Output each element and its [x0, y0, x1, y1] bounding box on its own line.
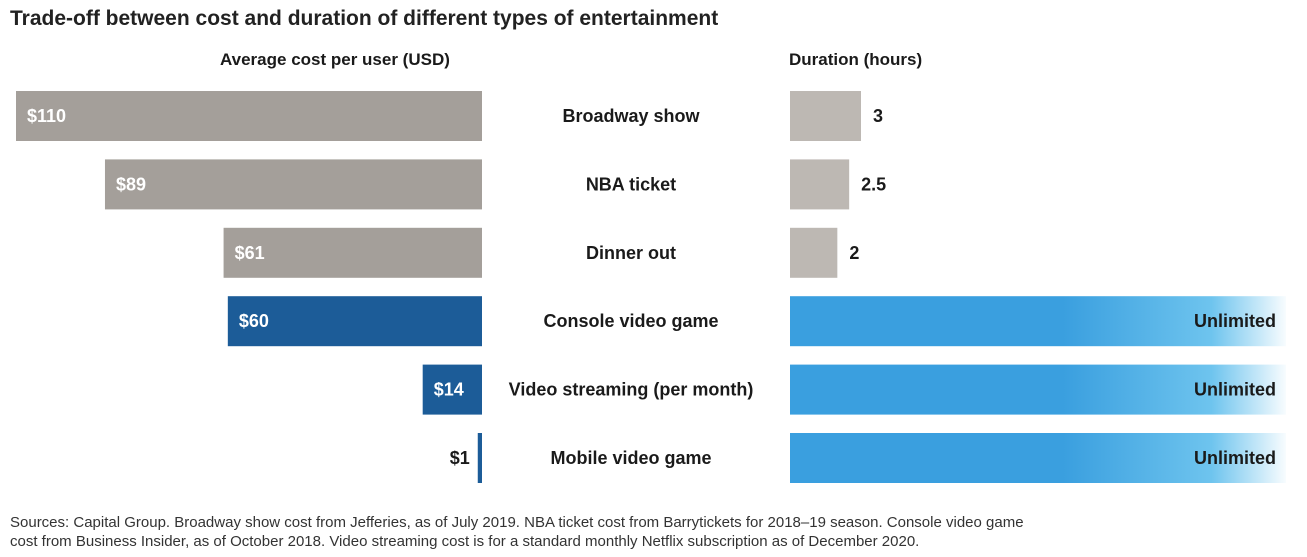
category-label: Dinner out — [586, 243, 676, 263]
duration-value-label: Unlimited — [1194, 380, 1276, 400]
duration-value-label: 2 — [849, 243, 859, 263]
duration-value-label: 2.5 — [861, 174, 886, 194]
duration-unlimited-bar — [790, 433, 1286, 483]
category-label: Broadway show — [562, 106, 700, 126]
source-note: Sources: Capital Group. Broadway show co… — [10, 513, 1290, 551]
category-label: Mobile video game — [550, 448, 711, 468]
cost-bar — [104, 159, 483, 210]
cost-value-label: $14 — [434, 380, 464, 400]
chart-title: Trade-off between cost and duration of d… — [10, 7, 719, 30]
duration-axis-header: Duration (hours) — [789, 50, 923, 69]
duration-value-label: Unlimited — [1194, 311, 1276, 331]
duration-value-label: Unlimited — [1194, 448, 1276, 468]
cost-axis-header: Average cost per user (USD) — [220, 50, 450, 69]
duration-value-label: 3 — [873, 106, 883, 126]
chart-plot: $110 Broadway show 3 $89 NBA ticket 2.5 $61 Din… — [16, 91, 1286, 483]
cost-value-label: $61 — [235, 243, 265, 263]
duration-bar — [790, 159, 850, 210]
cost-bar — [422, 364, 482, 415]
cost-bar — [227, 296, 482, 347]
category-label: Console video game — [543, 311, 718, 331]
duration-bar — [790, 227, 838, 278]
cost-value-label: $60 — [239, 311, 269, 331]
duration-unlimited-bar — [790, 296, 1286, 347]
cost-bar — [223, 227, 482, 278]
source-line-1: Sources: Capital Group. Broadway show co… — [10, 514, 1024, 531]
duration-unlimited-bar — [790, 364, 1286, 415]
source-line-2: cost from Business Insider, as of Octobe… — [10, 533, 920, 550]
duration-bar — [790, 91, 861, 141]
category-label: Video streaming (per month) — [509, 380, 754, 400]
cost-value-label: $110 — [27, 106, 66, 126]
category-label: NBA ticket — [586, 174, 676, 194]
cost-value-label: $1 — [450, 448, 470, 468]
cost-bar — [16, 91, 482, 141]
cost-value-label: $89 — [116, 174, 146, 194]
cost-bar — [477, 433, 482, 483]
